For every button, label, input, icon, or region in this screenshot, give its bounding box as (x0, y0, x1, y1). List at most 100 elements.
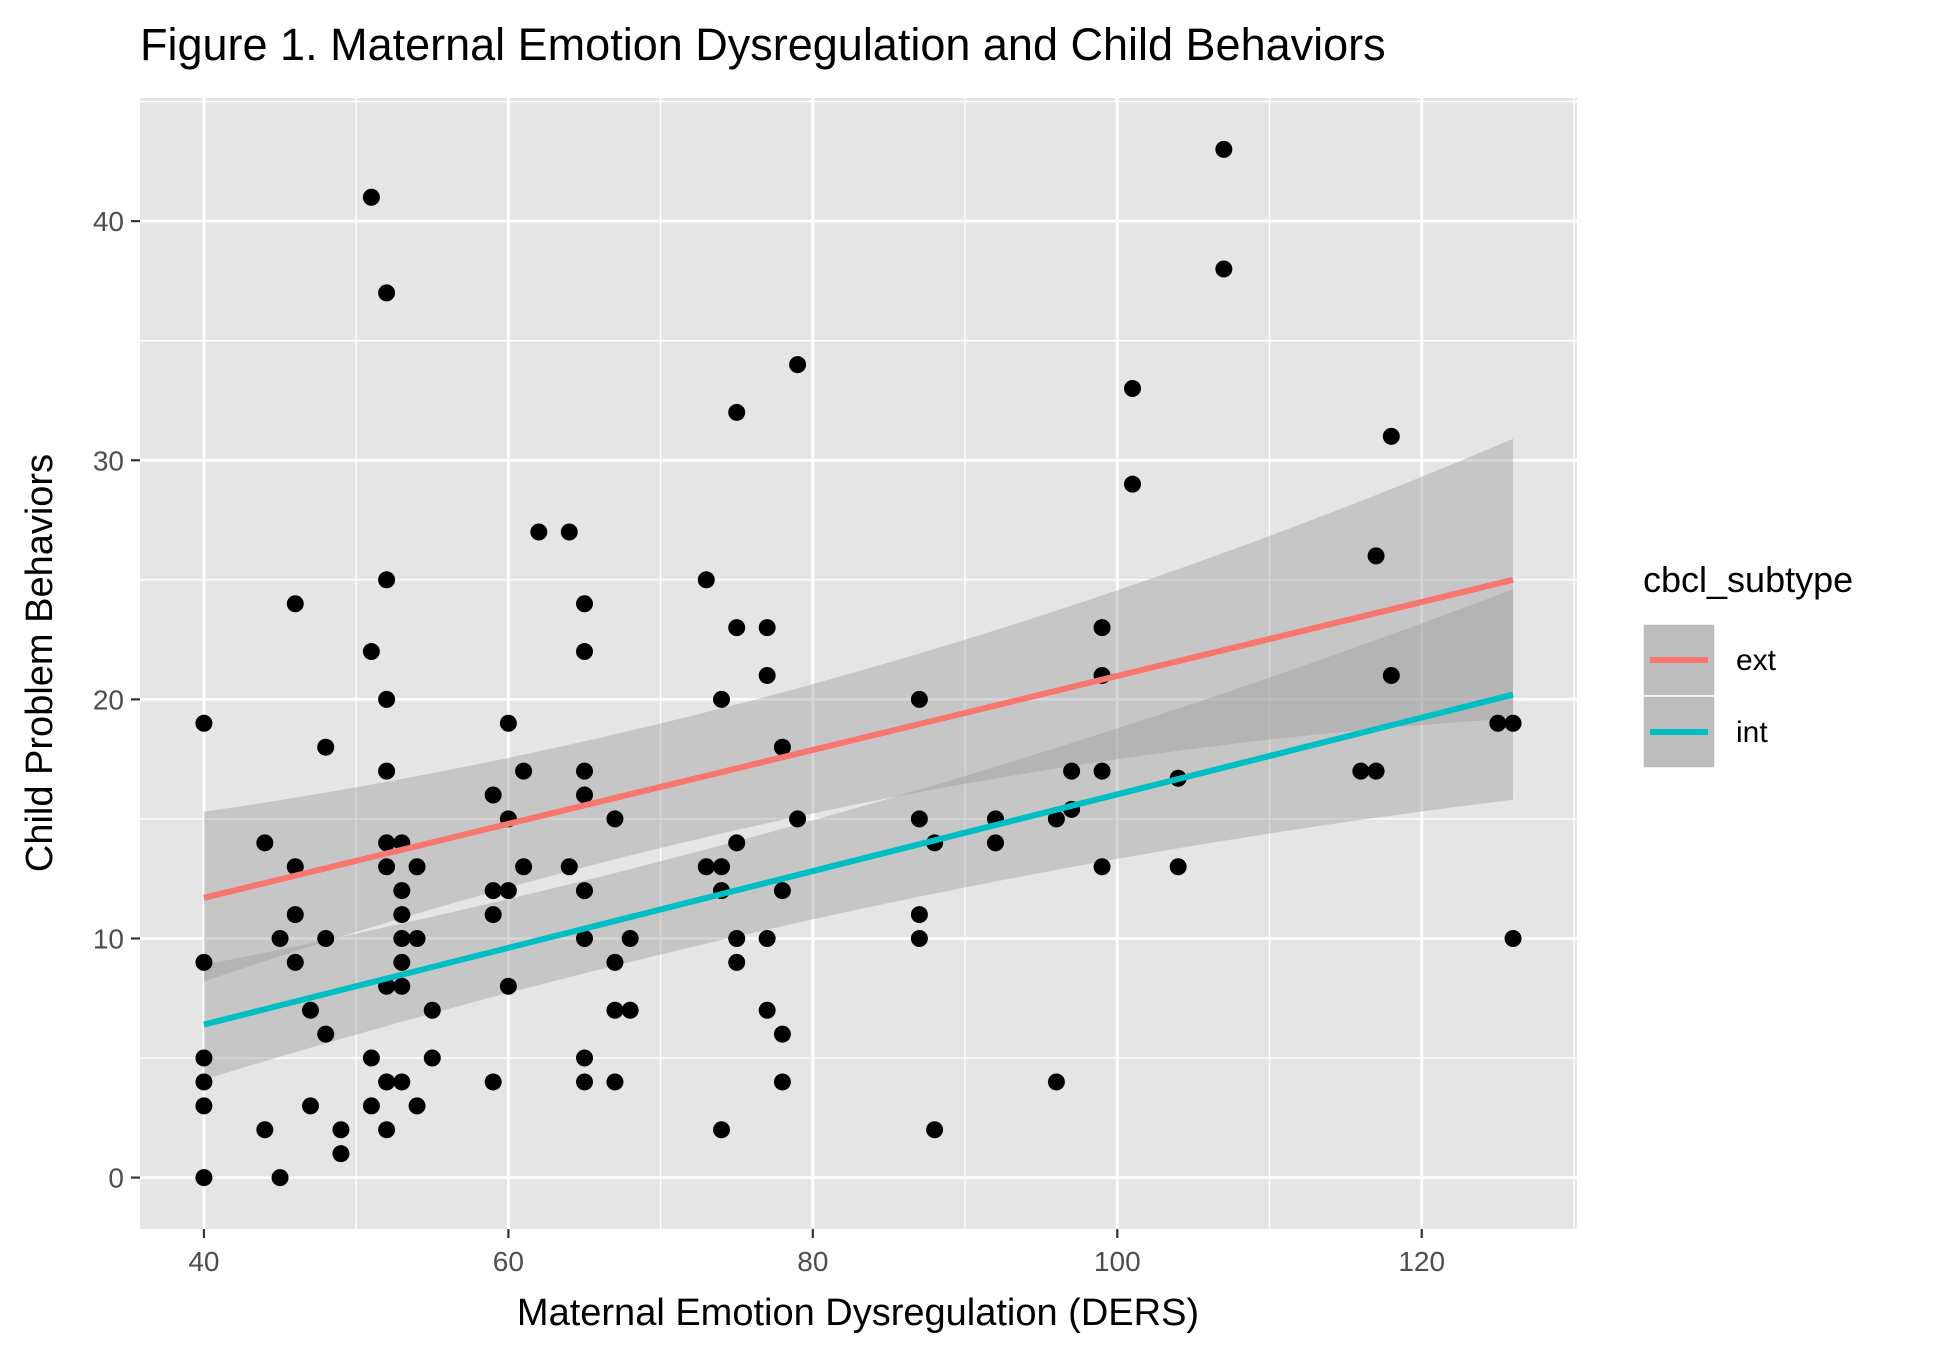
legend-title: cbcl_subtype (1643, 559, 1853, 600)
data-point-76 (712, 858, 730, 876)
data-point-66 (575, 1073, 593, 1091)
data-point-67 (606, 810, 624, 828)
legend-label-int: int (1736, 716, 1768, 749)
data-point-96 (910, 906, 928, 924)
data-point-62 (575, 786, 593, 804)
data-point-18 (317, 1025, 335, 1043)
data-point-41 (408, 858, 426, 876)
data-point-21 (362, 188, 380, 206)
data-point-43 (408, 1097, 426, 1115)
data-point-30 (378, 858, 396, 876)
data-point-19 (332, 1121, 350, 1139)
data-point-46 (484, 786, 502, 804)
ci-ribbon-ext (203, 438, 1514, 982)
data-point-85 (758, 666, 776, 684)
data-point-50 (499, 714, 517, 732)
data-point-22 (362, 643, 380, 661)
data-point-17 (317, 929, 335, 947)
data-point-84 (758, 619, 776, 637)
data-point-32 (378, 1073, 396, 1091)
y-tick-label-1: 10 (93, 923, 124, 954)
data-point-113 (1169, 858, 1187, 876)
data-point-1 (195, 953, 213, 971)
y-axis: 0 10 20 30 40 (93, 206, 140, 1194)
data-point-59 (575, 595, 593, 613)
data-point-44 (423, 1001, 441, 1019)
data-point-93 (789, 810, 807, 828)
x-tick-label-2: 80 (797, 1246, 828, 1277)
data-point-6 (256, 834, 274, 852)
data-point-10 (286, 595, 304, 613)
data-point-120 (1382, 666, 1400, 684)
data-point-48 (484, 906, 502, 924)
data-point-115 (1215, 260, 1233, 278)
data-point-40 (393, 1073, 411, 1091)
data-point-101 (987, 834, 1005, 852)
data-point-38 (393, 953, 411, 971)
data-point-78 (712, 1121, 730, 1139)
data-point-4 (195, 1097, 213, 1115)
data-point-60 (575, 643, 593, 661)
data-point-64 (575, 929, 593, 947)
x-tick-label-0: 40 (188, 1246, 219, 1277)
confidence-ribbons (203, 438, 1514, 1080)
data-point-53 (499, 977, 517, 995)
data-point-20 (332, 1145, 350, 1163)
data-point-25 (378, 284, 396, 302)
data-point-104 (1063, 762, 1081, 780)
data-point-54 (515, 762, 533, 780)
data-point-65 (575, 1049, 593, 1067)
data-point-12 (286, 906, 304, 924)
data-point-121 (1489, 714, 1507, 732)
data-point-56 (530, 523, 548, 541)
data-point-81 (728, 834, 746, 852)
data-point-69 (606, 1001, 624, 1019)
trend-line-int (203, 691, 1514, 1028)
data-point-55 (515, 858, 533, 876)
data-point-75 (712, 690, 730, 708)
data-point-89 (773, 882, 791, 900)
data-point-82 (728, 929, 746, 947)
y-tick-label-2: 20 (93, 684, 124, 715)
trend-line-ext (203, 576, 1514, 901)
data-point-5 (195, 1169, 213, 1187)
data-point-57 (560, 523, 578, 541)
data-point-72 (621, 1001, 639, 1019)
data-point-122 (1504, 714, 1522, 732)
data-point-71 (621, 929, 639, 947)
data-point-9 (271, 1169, 289, 1187)
data-point-11 (286, 858, 304, 876)
data-point-61 (575, 762, 593, 780)
data-point-49 (484, 1073, 502, 1091)
data-point-35 (393, 882, 411, 900)
data-point-111 (1124, 475, 1142, 493)
data-point-90 (773, 1025, 791, 1043)
y-axis-title: Child Problem Behaviors (19, 454, 61, 872)
x-axis-title: Maternal Emotion Dysregulation (DERS) (517, 1292, 1199, 1334)
data-point-97 (910, 929, 928, 947)
data-point-52 (499, 882, 517, 900)
data-point-36 (393, 906, 411, 924)
data-point-117 (1367, 547, 1385, 565)
x-tick-label-4: 120 (1398, 1246, 1445, 1277)
data-point-87 (758, 1001, 776, 1019)
data-point-28 (378, 762, 396, 780)
ci-ribbon-int (203, 589, 1514, 1080)
data-point-58 (560, 858, 578, 876)
data-point-63 (575, 882, 593, 900)
data-point-102 (1047, 810, 1065, 828)
data-point-45 (423, 1049, 441, 1067)
data-point-68 (606, 953, 624, 971)
data-point-14 (301, 1001, 319, 1019)
data-point-15 (301, 1097, 319, 1115)
legend: cbcl_subtype ext int (1642, 559, 1853, 769)
data-point-106 (1093, 619, 1111, 637)
data-point-2 (195, 1049, 213, 1067)
data-point-88 (773, 738, 791, 756)
data-point-108 (1093, 762, 1111, 780)
data-point-99 (926, 1121, 944, 1139)
data-point-110 (1124, 380, 1142, 398)
x-tick-label-1: 60 (493, 1246, 524, 1277)
data-point-73 (697, 571, 715, 589)
